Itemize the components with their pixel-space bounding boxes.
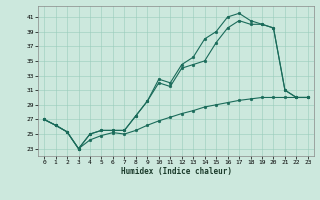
X-axis label: Humidex (Indice chaleur): Humidex (Indice chaleur) — [121, 167, 231, 176]
